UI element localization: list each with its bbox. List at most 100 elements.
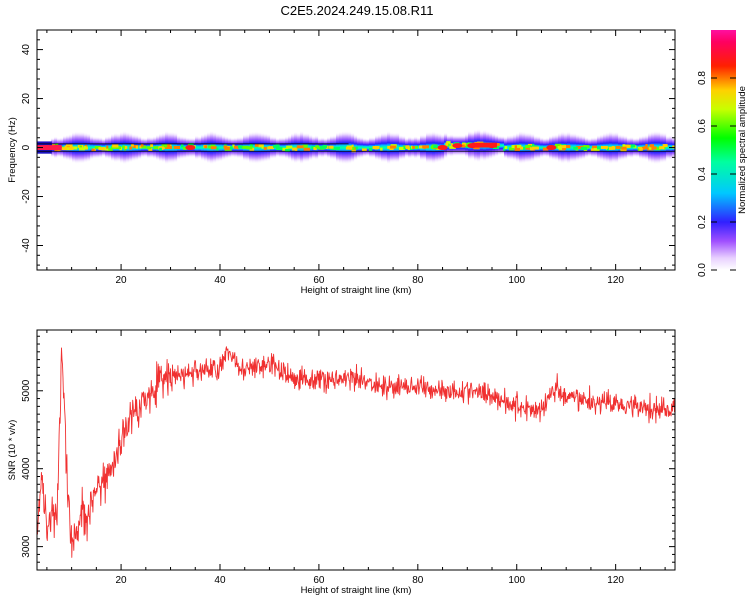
spectrogram-column [258, 131, 262, 164]
spectrogram-column [507, 134, 511, 161]
spectrogram-cell [65, 144, 73, 148]
spectrogram-cell [445, 142, 449, 146]
colorbar-label: Normalized spectral amplitude [737, 86, 748, 214]
spectrogram-cell [412, 145, 415, 149]
spectrogram-cell [275, 147, 283, 151]
y-tick-label: 3000 [21, 535, 32, 558]
spectrogram-cell [559, 145, 567, 149]
y-tick-label: 40 [21, 44, 32, 56]
spectrogram-cell [461, 142, 467, 146]
spectrogram-cell [135, 145, 138, 149]
spectrogram-cell [390, 145, 397, 149]
spectrogram-hotspot [452, 143, 463, 149]
x-tick-label: 120 [607, 575, 624, 586]
spectrogram-column [309, 134, 313, 161]
spectrogram-column [126, 131, 130, 164]
x-tick-label: 100 [508, 575, 525, 586]
spectrogram-cell [112, 144, 119, 148]
spectrogram-cell [423, 146, 426, 150]
spectrogram-cell [122, 145, 125, 149]
spectrogram-cell [399, 147, 406, 151]
spectrogram-column [150, 136, 154, 159]
spectrogram-cell [246, 146, 253, 150]
x-tick-label: 120 [607, 275, 624, 286]
spectrogram-column [384, 132, 388, 163]
spectrogram-cell [232, 144, 235, 148]
spectrogram-column [198, 135, 202, 160]
spectrogram-cell [230, 146, 233, 150]
x-tick-label: 60 [313, 575, 325, 586]
spectrogram-cell [286, 145, 293, 149]
spectrogram-column [180, 135, 184, 160]
spectrogram-cell [504, 146, 508, 150]
spectrogram-column [360, 136, 364, 159]
spectrogram-cell [273, 144, 277, 148]
spectrogram-cell [284, 148, 290, 152]
spectrogram-hotspot [185, 145, 196, 151]
spectrogram-cell [261, 145, 264, 149]
spectrogram-cell [141, 145, 147, 149]
y-tick-label: 20 [21, 93, 32, 105]
spectrogram-cell [555, 145, 559, 149]
spectrogram-column [636, 137, 640, 158]
spectrogram-cell [649, 144, 655, 148]
spectrogram-cell [107, 148, 113, 152]
spectrogram-cell [146, 146, 152, 150]
x-tick-label: 20 [116, 575, 128, 586]
spectrogram-cell [617, 146, 625, 150]
spectrogram-cell [237, 145, 243, 149]
spectrogram-cell [620, 148, 627, 152]
spectrogram-cell [446, 143, 450, 147]
spectrogram-ylabel: Frequency (Hz) [7, 117, 18, 182]
spectrogram-cell [150, 144, 154, 148]
spectrogram-cell [514, 144, 522, 148]
spectrogram-cell [329, 145, 334, 149]
spectrogram-cell [532, 146, 539, 150]
spectrogram-cell [351, 149, 356, 153]
spectrogram-frame [36, 29, 676, 271]
spectrogram-cell [98, 147, 105, 151]
spectrogram-cell [131, 143, 134, 147]
spectrogram-cell [597, 146, 601, 150]
spectrogram-cell [532, 143, 535, 147]
colorbar: 0.0 0.2 0.4 0.6 0.8 Normalized spectral ampl… [697, 30, 748, 277]
spectrogram-xlabel: Height of straight line (km) [301, 285, 412, 296]
spectrogram-cell [662, 144, 668, 148]
spectrogram-cell [241, 145, 249, 149]
spectrogram-cell [129, 146, 133, 150]
spectrogram-column [540, 137, 544, 159]
spectrogram-cell [72, 146, 78, 150]
spectrogram-cell [509, 147, 514, 151]
spectrogram-panel: 20 40 60 80 100 120 -40 -20 0 20 40 Height of stra… [7, 29, 676, 296]
spectrogram-cell [503, 147, 506, 151]
snr-frame [36, 329, 676, 571]
spectrogram-column [108, 135, 112, 160]
spectrogram-column [339, 131, 343, 164]
spectrogram-column [588, 137, 592, 158]
spectrogram-cell [576, 146, 584, 150]
spectrogram-cell [148, 148, 153, 152]
spectrogram-cell [61, 147, 68, 151]
spectrogram-cell [268, 146, 275, 150]
spectrogram-cell [165, 145, 173, 149]
spectrogram-cell [449, 145, 456, 149]
spectrogram-cell [645, 144, 648, 148]
spectrogram-cell [529, 147, 534, 151]
spectrogram-cell [621, 146, 627, 150]
spectrogram-cell [563, 145, 571, 149]
spectrogram-column [429, 131, 433, 164]
spectrogram-cell [626, 144, 631, 148]
spectrogram-cell [330, 147, 338, 151]
snr-ticks: 20 40 60 80 100 120 3000 4000 5000 [21, 330, 675, 586]
figure-title: C2E5.2024.249.15.08.R11 [281, 3, 434, 18]
y-tick-label: -40 [21, 238, 32, 253]
spectrogram-cell [514, 148, 520, 152]
spectrogram-cell [593, 148, 600, 152]
x-tick-label: 80 [412, 275, 424, 286]
spectrogram-column [363, 137, 367, 158]
spectrogram-cell [159, 147, 162, 151]
spectrogram-column [342, 130, 346, 165]
snr-ylabel: SNR (10 * v/v) [7, 420, 18, 481]
spectrogram-cell [302, 144, 308, 148]
